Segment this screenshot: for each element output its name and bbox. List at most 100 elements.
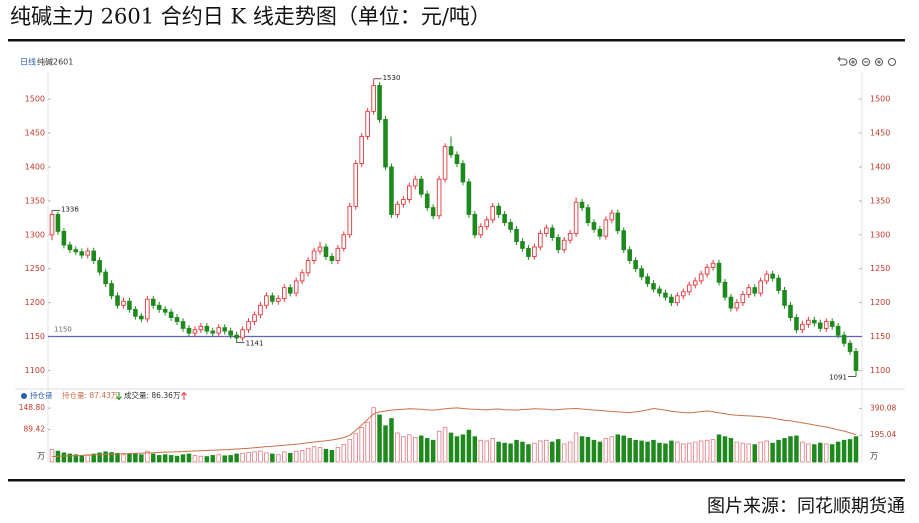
candle-body [61,230,67,246]
candle-body [591,222,597,230]
volume-bar [407,434,412,463]
candle-body [341,234,347,249]
y-tick-label: 1150 [870,332,890,341]
volume-bar [252,451,257,463]
candle-body [79,251,85,256]
volume-bar [49,448,55,463]
volume-bar [162,454,168,463]
undo-icon[interactable] [837,56,848,66]
candle-body [97,260,102,273]
candle-body [109,283,114,297]
candle-body [156,304,162,310]
volume-bar [222,455,227,463]
volume-bar [544,439,549,463]
volume-bar [145,450,150,463]
volume-bar [79,455,85,463]
candle-body [347,205,353,236]
candle-body [198,325,204,331]
candle-body [496,205,501,215]
candle-body [460,163,466,183]
chart-title: 纯碱主力 2601 合约日 K 线走势图（单位：元/吨） [10,5,491,29]
candle-body [544,227,549,234]
candle-body [287,287,293,294]
candle-body [395,203,400,215]
candle-body [740,294,746,304]
candle-body [710,262,716,268]
candle-body [520,241,525,249]
top-rule [8,39,905,42]
candle-body [532,246,537,257]
volume-bar [847,439,853,463]
candle-body [579,201,585,209]
volume-bar [377,414,382,463]
volume-bar [121,454,126,463]
toolbar[interactable] [837,56,896,66]
candle-body [746,287,752,295]
volume-bar [823,443,829,463]
volume-bar [109,452,114,463]
oi-name: 持仓量 [30,390,53,400]
zoom-in-icon[interactable] [849,58,857,66]
volume-bar [532,442,537,463]
volume-bar [347,439,353,463]
candle-body [603,219,609,237]
candle-body [817,322,823,329]
volume-bar [246,452,251,463]
volume-bar [776,439,781,463]
candle-body [335,247,341,262]
y-tick-label: 1350 [25,196,45,205]
volume-bar [722,436,728,463]
candle-body [514,228,519,243]
candle-body [829,321,835,327]
candle-body [585,207,591,224]
volume-bar [67,453,73,463]
volume-bar [466,429,472,463]
open-interest-line [51,407,857,457]
candle-body [526,247,531,257]
candle-body [806,319,811,325]
candle-body [609,212,615,221]
candle-body [490,205,496,221]
volume-bar [657,442,662,463]
candle-body [436,178,442,217]
candle-body [276,298,281,302]
candle-body [621,230,627,251]
candle-body [466,181,472,215]
candle-body [669,296,674,304]
candle-body [853,350,859,371]
y-tick-label: 1300 [870,230,890,239]
y-tick-label: 1500 [25,95,45,104]
settings-icon[interactable] [888,58,896,66]
volume-bar [585,436,591,463]
candle-body [776,277,781,291]
volume-bar [413,436,418,463]
volume-bar [305,447,311,463]
candle-body [329,256,335,262]
volume-bar [645,441,650,463]
candle-body [448,146,454,156]
volume-bar [401,436,406,463]
volume-bar [448,432,454,463]
volume-bar [609,436,615,463]
volume-bar [365,421,370,463]
candle-body [502,213,507,224]
y-tick-label: 1200 [25,298,45,307]
volume-bar [329,450,335,463]
candle-body [55,213,61,232]
volume-bar [692,441,698,463]
zoom-out-icon[interactable] [862,58,870,66]
reset-icon[interactable] [875,58,883,66]
volume-bar [782,438,787,463]
candle-body [472,213,478,236]
candle-body [353,163,359,207]
candle-body [722,281,728,298]
candle-body [561,239,567,251]
volume-bar [293,450,299,463]
candle-body [359,135,364,165]
volume-bar [311,446,317,463]
volume-bar [829,444,835,463]
candle-body [716,262,722,283]
candle-body [555,237,561,251]
volume-bar [681,443,686,463]
